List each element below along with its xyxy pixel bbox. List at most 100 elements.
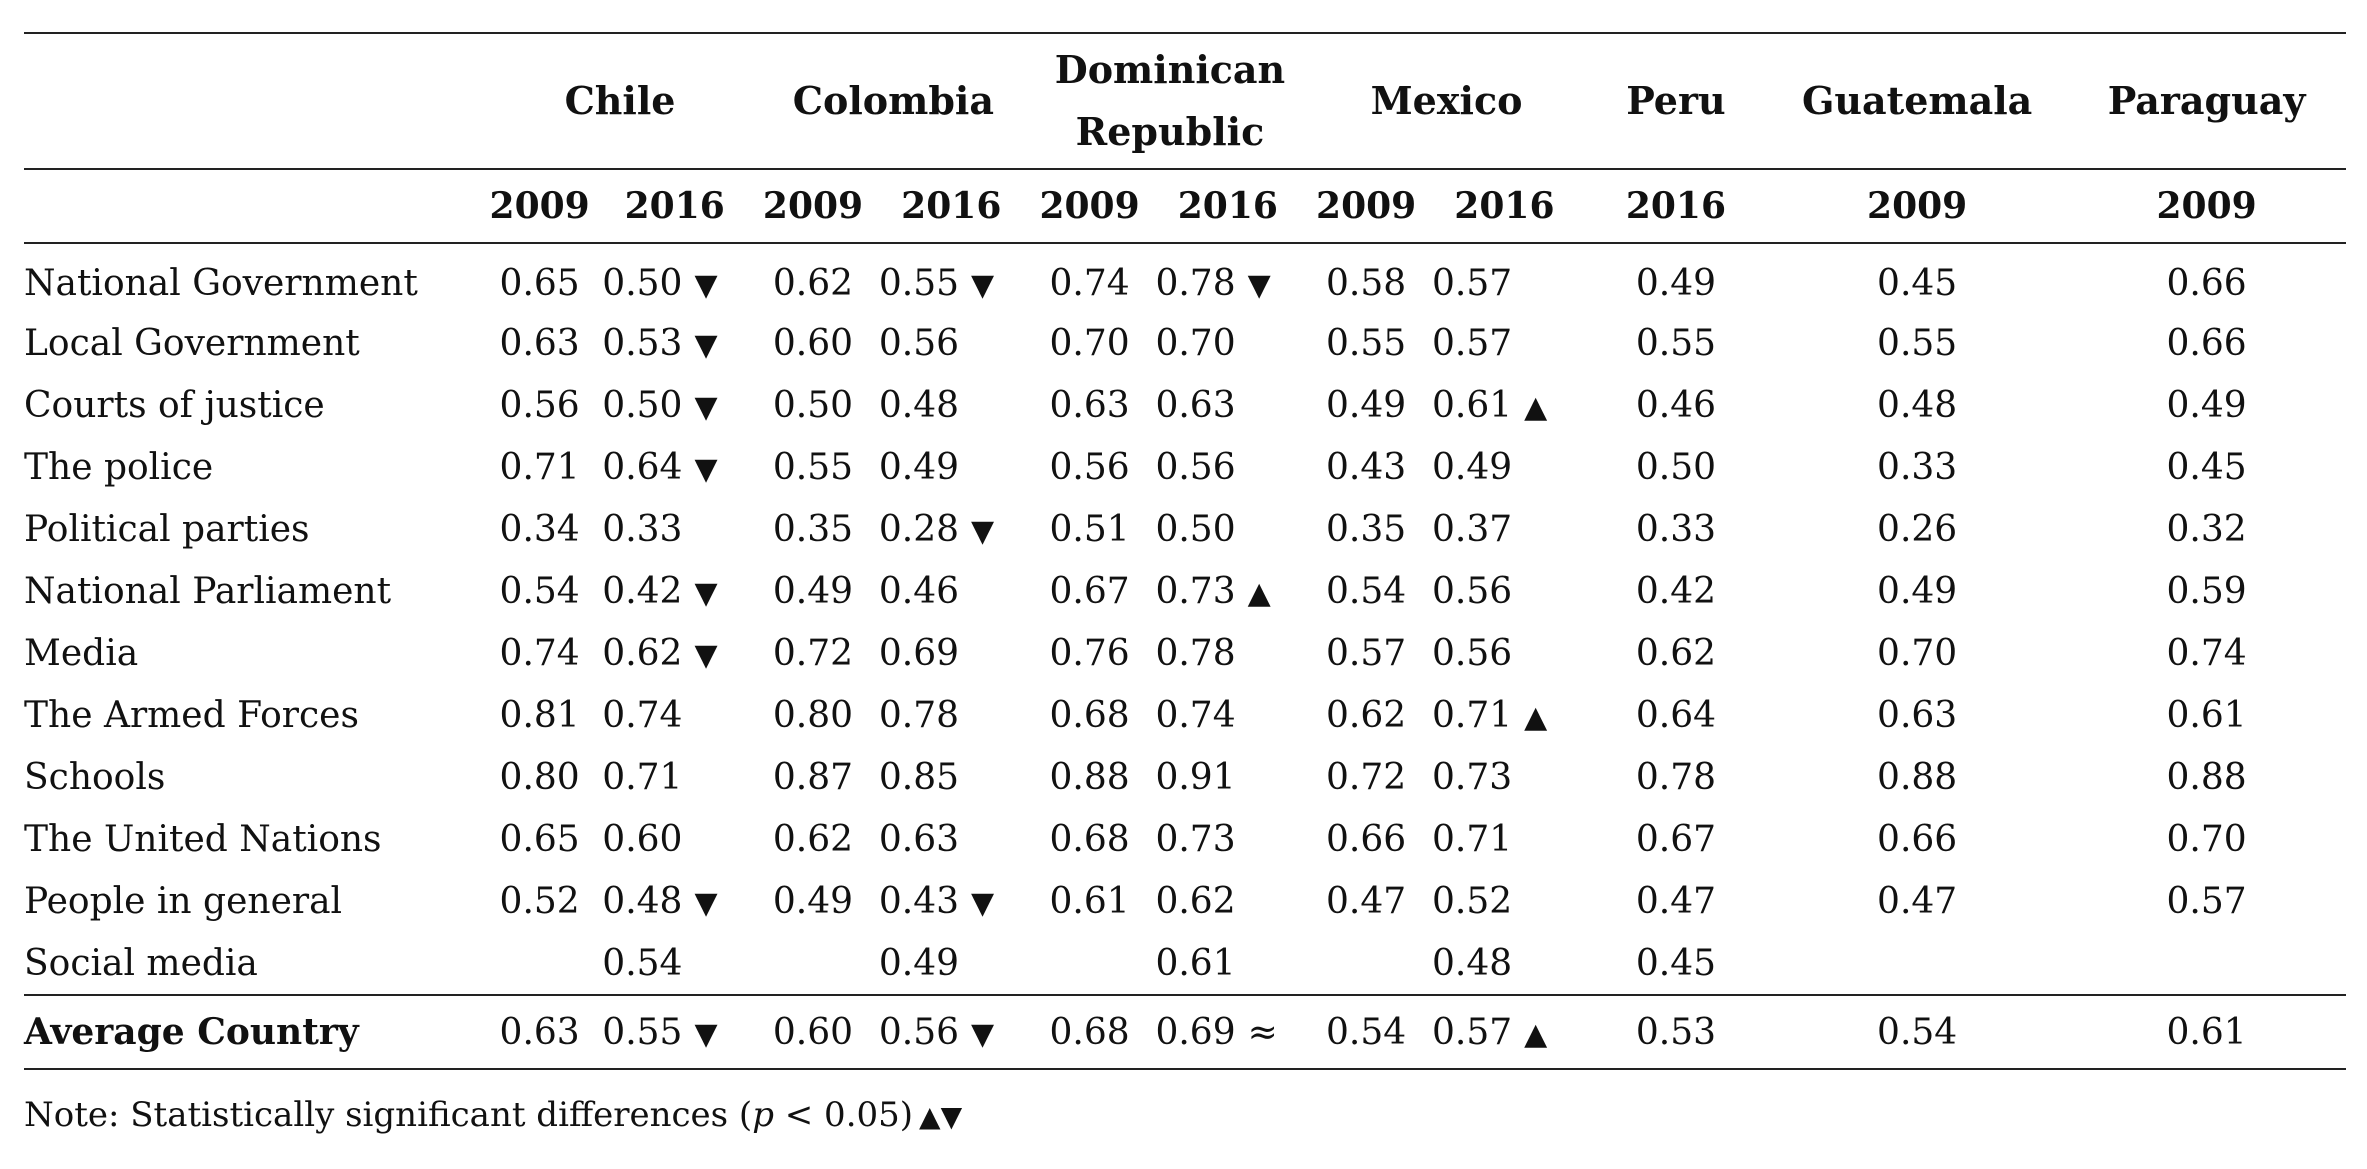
value-cell <box>755 932 871 995</box>
cell-value: 0.72 <box>1326 756 1407 798</box>
cell-value: 0.61 <box>2166 1011 2247 1053</box>
value-cell: 0.46 <box>1585 374 1767 436</box>
value-cell: 0.71 <box>594 746 755 808</box>
down-triangle-icon: ▼ <box>1247 267 1271 303</box>
cell-value: 0.66 <box>1326 818 1407 860</box>
value-cell: 0.78 <box>1585 746 1767 808</box>
country-header-mexico: Mexico <box>1370 78 1523 123</box>
cell-value: 0.62 <box>1326 694 1407 736</box>
up-triangle-icon: ▲ <box>1524 389 1548 425</box>
down-triangle-icon: ▼ <box>694 267 718 303</box>
year-header-paraguay-2009: 2009 <box>2067 169 2346 244</box>
down-triangle-icon: ▼ <box>971 513 995 549</box>
cell-value: 0.62 <box>602 632 683 674</box>
cell-value: 0.80 <box>772 694 854 736</box>
down-triangle-icon: ▼ <box>971 885 995 921</box>
value-cell: 0.62 ▼ <box>594 622 755 684</box>
cell-value: 0.57 <box>1432 322 1513 364</box>
value-cell: 0.60 <box>755 312 871 374</box>
value-cell: 0.70 <box>1767 622 2067 684</box>
value-cell: 0.42 <box>1585 560 1767 622</box>
cell-value: 0.57 <box>1326 632 1407 674</box>
value-cell: 0.48 <box>1767 374 2067 436</box>
value-cell: 0.45 <box>2067 436 2346 498</box>
value-cell: 0.68 <box>1032 808 1148 870</box>
value-cell: 0.59 <box>2067 560 2346 622</box>
value-cell: 0.43 <box>1308 436 1424 498</box>
cell-value: 0.78 <box>878 694 960 736</box>
cell-value: 0.33 <box>1635 508 1716 550</box>
cell-value: 0.49 <box>772 570 854 612</box>
table-row: The police 0.71 0.64 ▼ 0.55 0.49 0.56 0.56 0.43 0… <box>24 436 2346 498</box>
value-cell: 0.57 <box>1308 622 1424 684</box>
cell-value: 0.85 <box>878 756 960 798</box>
value-cell: 0.62 <box>1308 684 1424 746</box>
down-triangle-icon: ▼ <box>694 451 718 487</box>
table-row: People in general 0.52 0.48 ▼ 0.49 0.43 ▼ 0.61 0… <box>24 870 2346 932</box>
country-header-row: Chile Colombia Dominican Republic Mexico Peru… <box>24 33 2346 169</box>
row-label: The United Nations <box>24 818 382 860</box>
cell-value: 0.57 <box>2166 880 2247 922</box>
value-cell: 0.80 <box>485 746 594 808</box>
cell-value: 0.72 <box>772 632 854 674</box>
cell-value: 0.63 <box>1877 694 1958 736</box>
value-cell: 0.73 <box>1147 808 1308 870</box>
value-cell: 0.62 <box>1585 622 1767 684</box>
cell-value: 0.76 <box>1049 632 1130 674</box>
value-cell: 0.72 <box>1308 746 1424 808</box>
cell-value: 0.53 <box>1635 1011 1716 1053</box>
cell-value: 0.60 <box>772 322 854 364</box>
value-cell: 0.42 ▼ <box>594 560 755 622</box>
cell-value: 0.74 <box>2166 632 2247 674</box>
cell-value: 0.66 <box>2166 262 2247 304</box>
cell-value: 0.58 <box>1326 262 1407 304</box>
down-triangle-icon: ▼ <box>971 267 995 303</box>
cell-value: 0.70 <box>1877 632 1958 674</box>
cell-value: 0.59 <box>2166 570 2247 612</box>
cell-value: 0.61 <box>1155 942 1236 984</box>
cell-value: 0.45 <box>1877 262 1958 304</box>
cell-value: 0.64 <box>602 446 683 488</box>
cell-value: 0.54 <box>1877 1011 1958 1053</box>
cell-value: 0.60 <box>772 1011 854 1053</box>
cell-value: 0.47 <box>1635 880 1716 922</box>
cell-value: 0.55 <box>772 446 854 488</box>
note-prefix: Note: Statistically significant differen… <box>24 1095 753 1135</box>
value-cell: 0.60 <box>755 994 871 1070</box>
value-cell: 0.71 <box>1424 808 1585 870</box>
value-cell: 0.78 <box>871 684 1032 746</box>
value-cell: 0.66 <box>1767 808 2067 870</box>
value-cell: 0.80 <box>755 684 871 746</box>
value-cell: 0.61 <box>1147 932 1308 995</box>
value-cell: 0.71 ▲ <box>1424 684 1585 746</box>
value-cell: 0.54 <box>1767 994 2068 1070</box>
approx-icon: ≈ <box>1247 1011 1278 1053</box>
cell-value: 0.49 <box>2166 384 2247 426</box>
value-cell: 0.51 <box>1032 498 1148 560</box>
cell-value: 0.71 <box>499 446 580 488</box>
cell-value: 0.91 <box>1155 756 1236 798</box>
table-row: The Armed Forces 0.81 0.74 0.80 0.78 0.68 0.74… <box>24 684 2346 746</box>
cell-value: 0.74 <box>499 632 580 674</box>
value-cell: 0.74 <box>2067 622 2346 684</box>
table-row: Social media 0.54 0.49 0.61 0.48 0.45 <box>24 932 2346 995</box>
cell-value: 0.70 <box>1155 322 1236 364</box>
cell-value: 0.88 <box>1877 756 1958 798</box>
value-cell: 0.74 <box>1147 684 1308 746</box>
value-cell: 0.54 <box>1308 560 1424 622</box>
value-cell: 0.56 <box>871 312 1032 374</box>
value-cell: 0.70 <box>1147 312 1308 374</box>
value-cell: 0.56 <box>485 374 594 436</box>
cell-value: 0.50 <box>602 384 683 426</box>
value-cell: 0.52 <box>485 870 594 932</box>
value-cell: 0.63 <box>1032 374 1148 436</box>
average-row: Average Country 0.63 0.55 ▼ 0.60 0.56 ▼ 0.68 0.6… <box>24 994 2346 1070</box>
cell-value: 0.56 <box>1432 570 1513 612</box>
cell-value: 0.49 <box>878 446 960 488</box>
value-cell: 0.49 <box>871 436 1032 498</box>
value-cell: 0.57 <box>1424 243 1585 312</box>
value-cell: 0.60 <box>594 808 755 870</box>
cell-value: 0.73 <box>1155 570 1236 612</box>
cell-value: 0.74 <box>1155 694 1236 736</box>
value-cell: 0.49 <box>1424 436 1585 498</box>
